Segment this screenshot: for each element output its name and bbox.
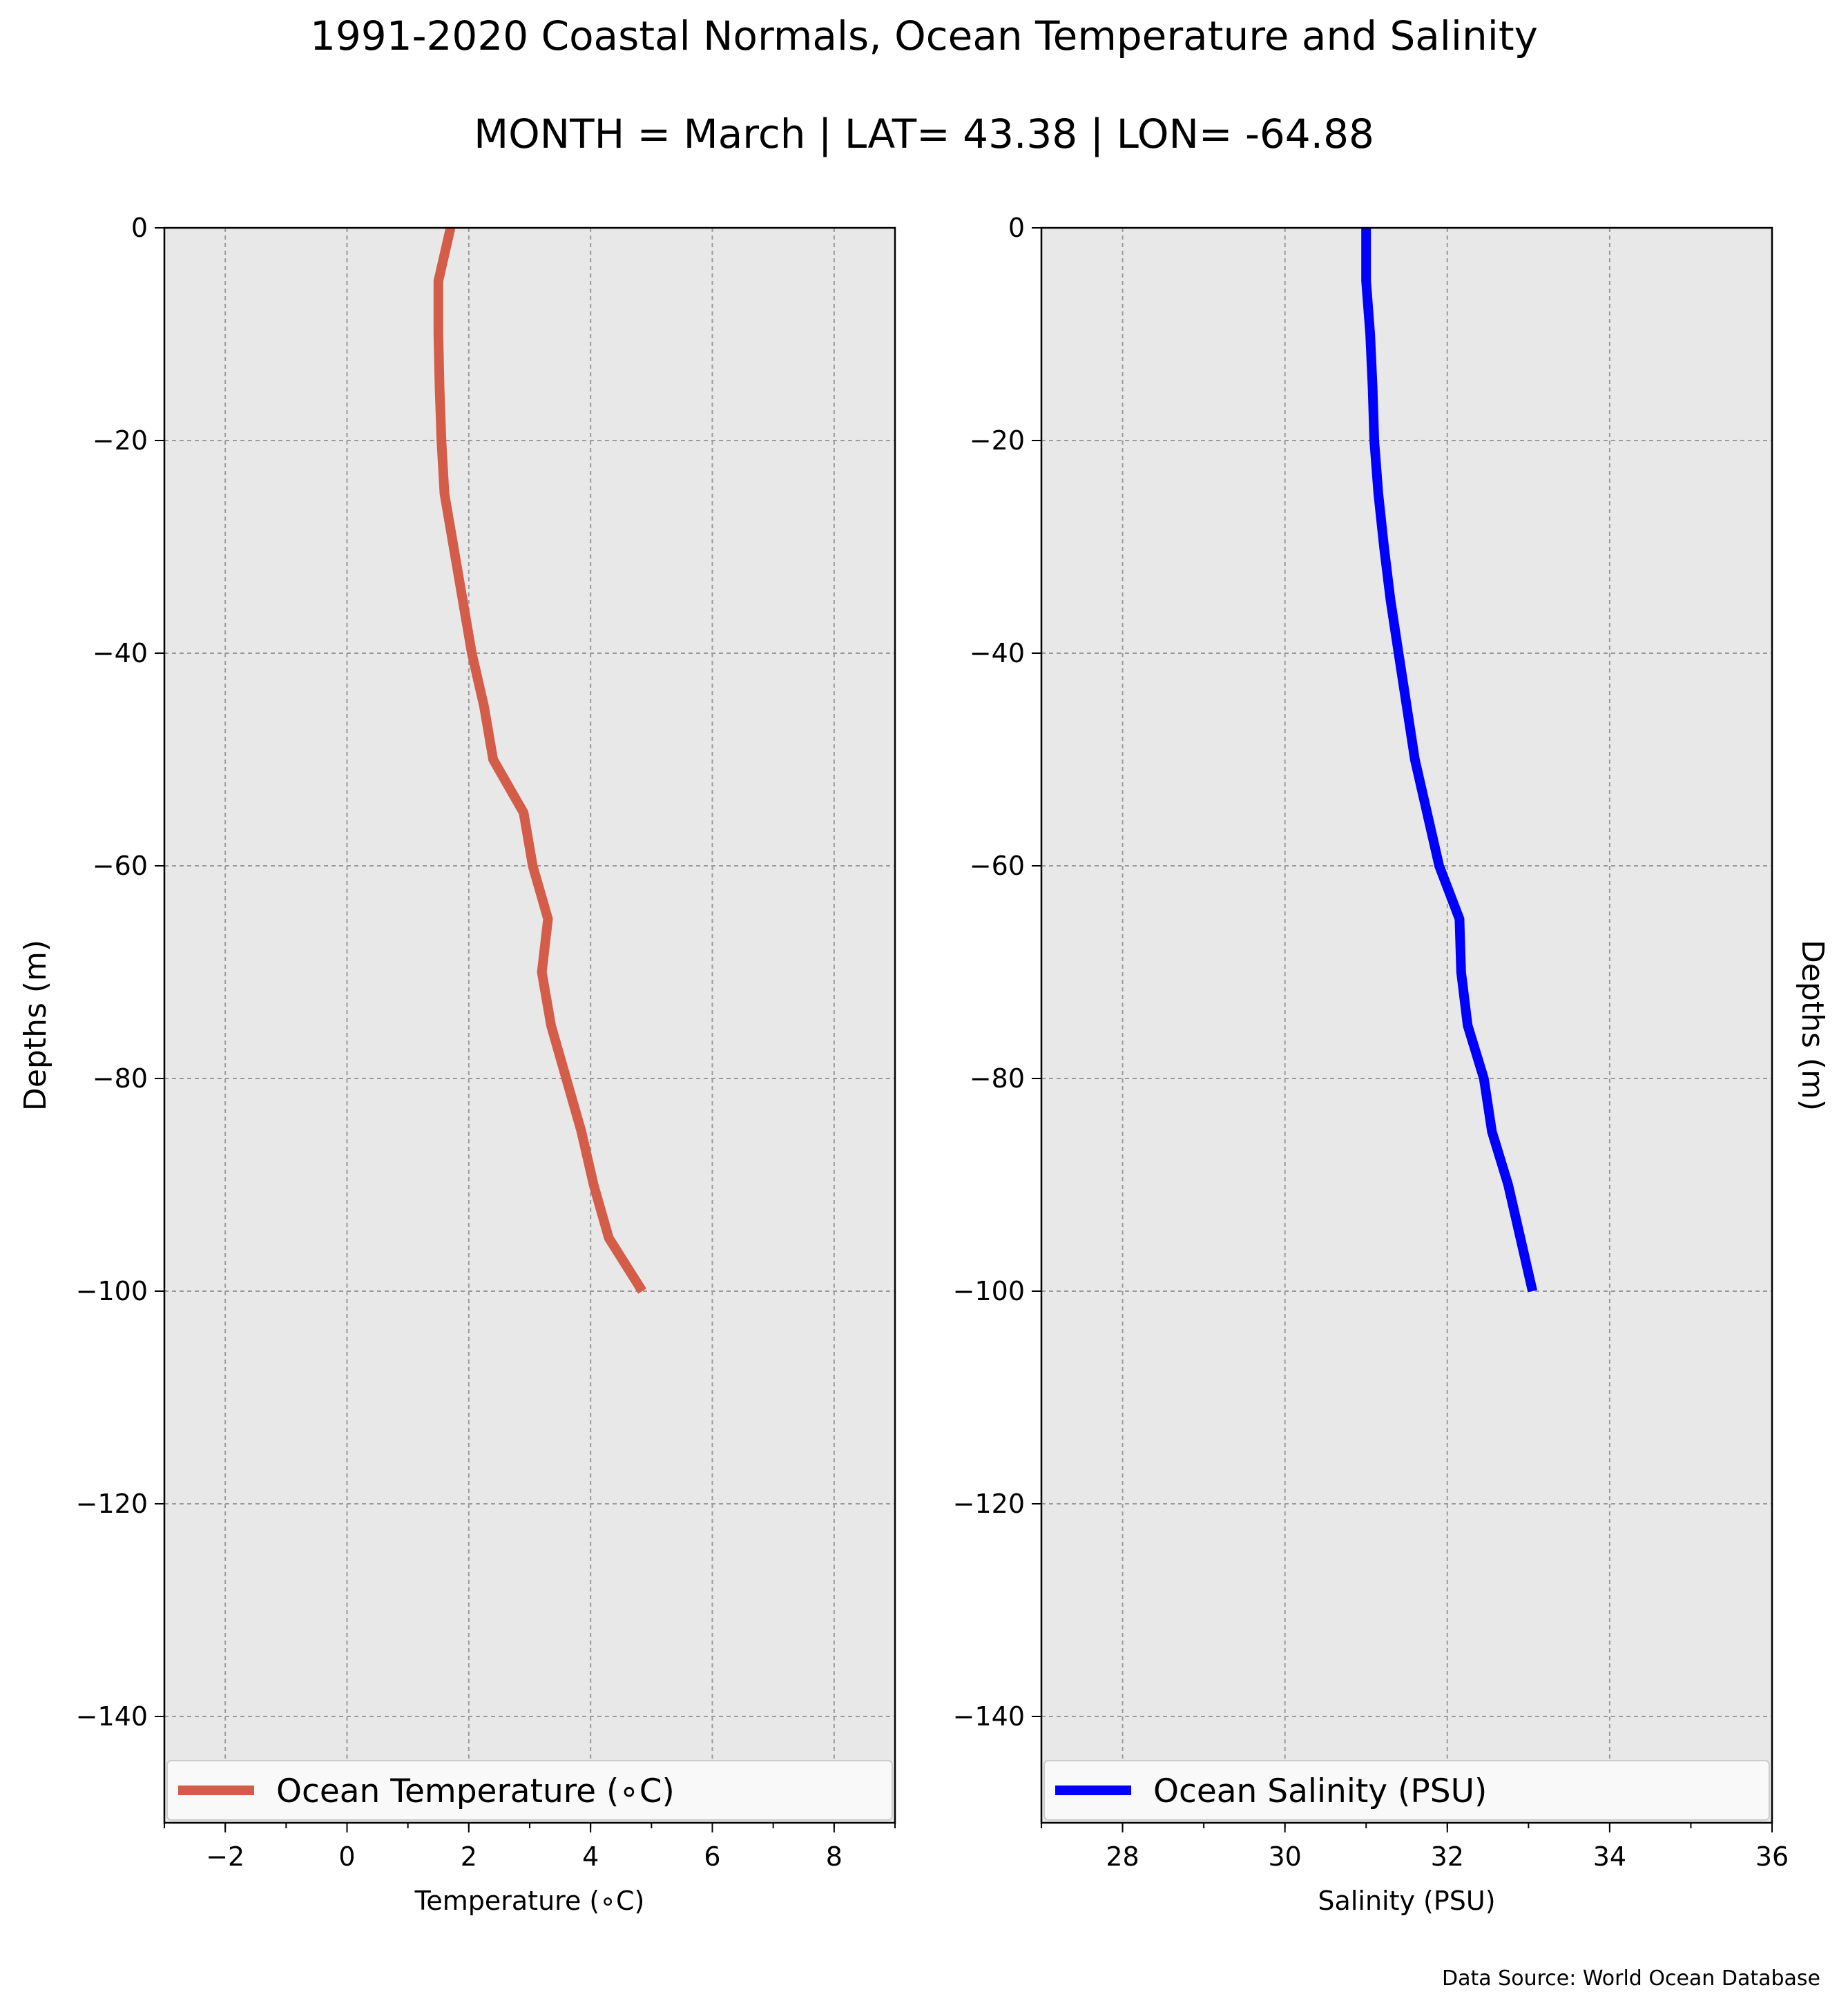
temperature-y-tick-label: −80 bbox=[93, 1063, 148, 1094]
temperature-x-tick-label: −2 bbox=[206, 1841, 244, 1872]
salinity-y-tick-label: −20 bbox=[970, 425, 1025, 456]
temperature-legend-label: Ocean Temperature (∘C) bbox=[276, 1772, 675, 1810]
temperature-x-tick-label: 8 bbox=[826, 1841, 843, 1872]
salinity-x-axis-label: Salinity (PSU) bbox=[1318, 1886, 1495, 1916]
temperature-y-tick-label: −40 bbox=[93, 638, 148, 668]
salinity-y-tick-label: −120 bbox=[953, 1489, 1025, 1519]
salinity-x-tick-label: 28 bbox=[1106, 1841, 1139, 1872]
salinity-y-tick-label: −140 bbox=[953, 1701, 1025, 1732]
temperature-plot-area bbox=[164, 228, 895, 1823]
temperature-x-tick-label: 4 bbox=[582, 1841, 599, 1872]
temperature-x-tick-label: 2 bbox=[461, 1841, 477, 1872]
temperature-x-tick-label: 6 bbox=[704, 1841, 720, 1872]
salinity-y-tick-label: −40 bbox=[970, 638, 1025, 668]
temperature-y-tick-label: −20 bbox=[93, 425, 148, 456]
salinity-x-tick-label: 30 bbox=[1268, 1841, 1301, 1872]
salinity-y-tick-label: 0 bbox=[1008, 213, 1025, 243]
salinity-x-tick-label: 36 bbox=[1755, 1841, 1789, 1872]
salinity-y-tick-label: −80 bbox=[970, 1063, 1025, 1094]
data-source-note: Data Source: World Ocean Database bbox=[1442, 1966, 1820, 1991]
salinity-y-axis-label: Depths (m) bbox=[1795, 940, 1830, 1111]
temperature-legend-box bbox=[166, 1760, 893, 1821]
salinity-legend-box bbox=[1043, 1760, 1770, 1821]
salinity-x-tick-label: 32 bbox=[1431, 1841, 1464, 1872]
temperature-y-tick-label: −120 bbox=[76, 1489, 148, 1519]
temperature-y-tick-label: −100 bbox=[76, 1276, 148, 1306]
salinity-axes-frame bbox=[1040, 226, 1773, 1824]
figure-title: 1991-2020 Coastal Normals, Ocean Tempera… bbox=[310, 12, 1538, 59]
salinity-y-tick-label: −60 bbox=[970, 851, 1025, 881]
salinity-x-tick-label: 34 bbox=[1593, 1841, 1626, 1872]
temperature-series-line bbox=[433, 226, 647, 1294]
salinity-legend-label: Ocean Salinity (PSU) bbox=[1153, 1772, 1487, 1810]
temperature-x-axis-label: Temperature (∘C) bbox=[414, 1886, 645, 1916]
salinity-plot-area bbox=[1041, 228, 1772, 1823]
temperature-x-tick-label: 0 bbox=[338, 1841, 355, 1872]
temperature-axes-frame bbox=[163, 226, 896, 1824]
temperature-y-axis-label: Depths (m) bbox=[18, 940, 53, 1111]
temperature-y-tick-label: −60 bbox=[93, 851, 148, 881]
temperature-y-tick-label: 0 bbox=[131, 213, 148, 243]
salinity-series-line bbox=[1361, 228, 1538, 1293]
salinity-y-tick-label: −100 bbox=[953, 1276, 1025, 1306]
temperature-y-tick-label: −140 bbox=[76, 1701, 148, 1732]
salinity-panel: 28 30 32 34 36 0 −20 −40 −60 −80 −100 −120 −140 Ocean… bbox=[953, 213, 1830, 1916]
figure-subtitle: MONTH = March | LAT= 43.38 | LON= -64.88 bbox=[474, 110, 1374, 157]
